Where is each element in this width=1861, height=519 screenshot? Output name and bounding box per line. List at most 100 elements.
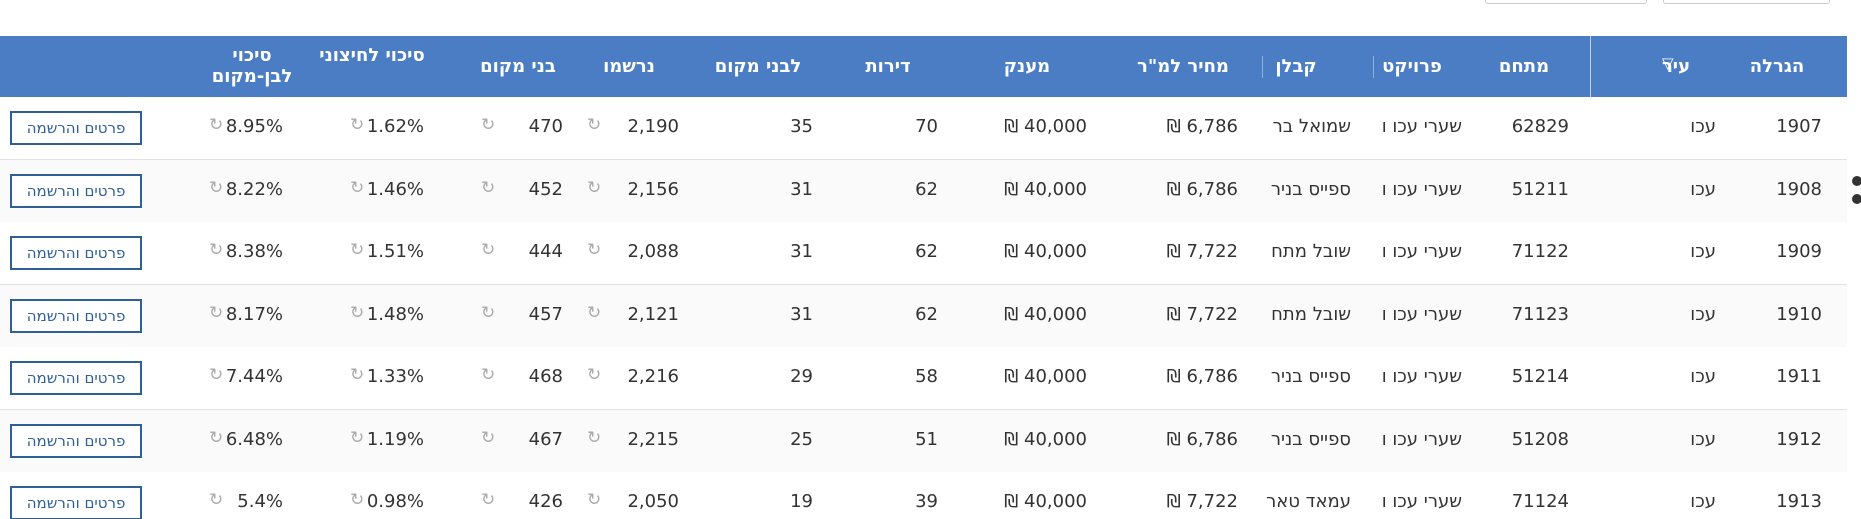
column-header[interactable]: עיר: [1661, 56, 1691, 77]
table-cell: עכו: [1690, 366, 1716, 387]
table-cell: 40,000 ₪: [1004, 241, 1087, 262]
refresh-icon[interactable]: ↻: [481, 115, 496, 135]
details-button[interactable]: פרטים והרשמה: [10, 236, 142, 270]
table-cell: 1910: [1776, 303, 1822, 325]
table-cell: 1913: [1776, 491, 1822, 512]
table-cell: עכו: [1690, 303, 1716, 325]
refresh-icon[interactable]: ↻: [587, 115, 602, 135]
refresh-icon[interactable]: ↻: [587, 240, 602, 260]
refresh-icon[interactable]: ↻: [209, 177, 224, 198]
refresh-icon[interactable]: ↻: [350, 177, 365, 198]
refresh-icon[interactable]: ↻: [587, 427, 602, 448]
table-cell: 2,121: [627, 303, 679, 325]
table-cell: עכו: [1690, 178, 1716, 200]
refresh-icon[interactable]: ↻: [481, 177, 496, 198]
table-cell: 40,000 ₪: [1004, 178, 1087, 200]
details-button[interactable]: פרטים והרשמה: [10, 361, 142, 395]
filter-box[interactable]: [1663, 0, 1830, 4]
table-cell: 51214: [1511, 366, 1569, 387]
refresh-icon[interactable]: ↻: [209, 115, 224, 135]
table-cell: 2,215: [627, 428, 679, 450]
refresh-icon[interactable]: ↻: [209, 427, 224, 448]
table-cell: 62: [915, 241, 938, 262]
table-cell: 71124: [1511, 491, 1569, 512]
table-cell: 457: [528, 303, 563, 325]
table-cell: 1.46%: [366, 178, 424, 200]
header-divider: [1262, 56, 1263, 78]
refresh-icon[interactable]: ↻: [587, 177, 602, 198]
refresh-icon[interactable]: ↻: [350, 490, 365, 510]
table-cell: 58: [915, 366, 938, 387]
table-cell: 29: [790, 366, 813, 387]
table-cell: 7,722 ₪: [1166, 241, 1238, 262]
refresh-icon[interactable]: ↻: [481, 365, 496, 385]
column-header[interactable]: לבני מקום: [714, 56, 802, 77]
table-cell: 1909: [1776, 241, 1822, 262]
table-cell: 470: [528, 116, 563, 137]
table-cell: 1.33%: [366, 366, 424, 387]
table-cell: 5.4%: [237, 491, 283, 512]
refresh-icon[interactable]: ↻: [481, 490, 496, 510]
table-cell: שערי עכו ו: [1381, 491, 1462, 512]
table-cell: 31: [790, 303, 813, 325]
table-cell: 7.44%: [225, 366, 283, 387]
column-header[interactable]: נרשמו: [603, 56, 655, 77]
details-button[interactable]: פרטים והרשמה: [10, 423, 142, 458]
table-cell: 71123: [1511, 303, 1569, 325]
refresh-icon[interactable]: ↻: [587, 365, 602, 385]
refresh-icon[interactable]: ↻: [481, 240, 496, 260]
column-header[interactable]: מתחם: [1498, 56, 1550, 77]
column-header[interactable]: בני מקום: [480, 56, 556, 77]
column-header[interactable]: פרויקט: [1382, 56, 1442, 77]
column-header[interactable]: מחיר למ"ר: [1137, 56, 1229, 77]
details-button[interactable]: פרטים והרשמה: [10, 486, 142, 519]
details-button[interactable]: פרטים והרשמה: [10, 298, 142, 333]
table-cell: שערי עכו ו: [1381, 303, 1462, 325]
table-cell: 467: [528, 428, 563, 450]
refresh-icon[interactable]: ↻: [350, 365, 365, 385]
column-header[interactable]: סיכוי לבן-מקום: [211, 45, 293, 87]
refresh-icon[interactable]: ↻: [209, 240, 224, 260]
table-cell: 62: [915, 303, 938, 325]
filter-icon[interactable]: ▽: [1662, 54, 1674, 72]
refresh-icon[interactable]: ↻: [209, 365, 224, 385]
refresh-icon[interactable]: ↻: [481, 302, 496, 323]
column-header[interactable]: סיכוי לחיצוני: [319, 45, 425, 66]
refresh-icon[interactable]: ↻: [350, 427, 365, 448]
table-cell: 62: [915, 178, 938, 200]
refresh-icon[interactable]: ↻: [350, 240, 365, 260]
table-cell: 51: [915, 428, 938, 450]
table-cell: 51211: [1511, 178, 1569, 200]
column-header[interactable]: מענק: [1003, 56, 1051, 77]
table-cell: 19: [790, 491, 813, 512]
refresh-icon[interactable]: ↻: [209, 302, 224, 323]
table-cell: ספייס בניר: [1270, 366, 1351, 387]
table-cell: 0.98%: [366, 491, 424, 512]
refresh-icon[interactable]: ↻: [350, 302, 365, 323]
refresh-icon[interactable]: ↻: [587, 490, 602, 510]
table-cell: 468: [528, 366, 563, 387]
refresh-icon[interactable]: ↻: [481, 427, 496, 448]
table-cell: 39: [915, 491, 938, 512]
column-header[interactable]: קבלן: [1275, 56, 1317, 77]
details-button[interactable]: פרטים והרשמה: [10, 111, 142, 145]
column-header[interactable]: הגרלה: [1749, 56, 1805, 77]
search-box[interactable]: [1485, 0, 1647, 4]
table-cell: 6,786 ₪: [1166, 116, 1238, 137]
refresh-icon[interactable]: ↻: [587, 302, 602, 323]
table-cell: עכו: [1690, 428, 1716, 450]
table-cell: 7,722 ₪: [1166, 491, 1238, 512]
table-row: [0, 347, 1847, 410]
table-cell: 1.48%: [366, 303, 424, 325]
table-cell: 426: [528, 491, 563, 512]
table-cell: 6,786 ₪: [1166, 428, 1238, 450]
refresh-icon[interactable]: ↻: [209, 490, 224, 510]
table-cell: 51208: [1511, 428, 1569, 450]
column-header[interactable]: דירות: [865, 56, 911, 77]
table-cell: 8.22%: [225, 178, 283, 200]
table-cell: 8.38%: [225, 241, 283, 262]
table-cell: ספייס בניר: [1270, 178, 1351, 200]
details-button[interactable]: פרטים והרשמה: [10, 173, 142, 208]
table-row: [0, 472, 1847, 519]
refresh-icon[interactable]: ↻: [350, 115, 365, 135]
